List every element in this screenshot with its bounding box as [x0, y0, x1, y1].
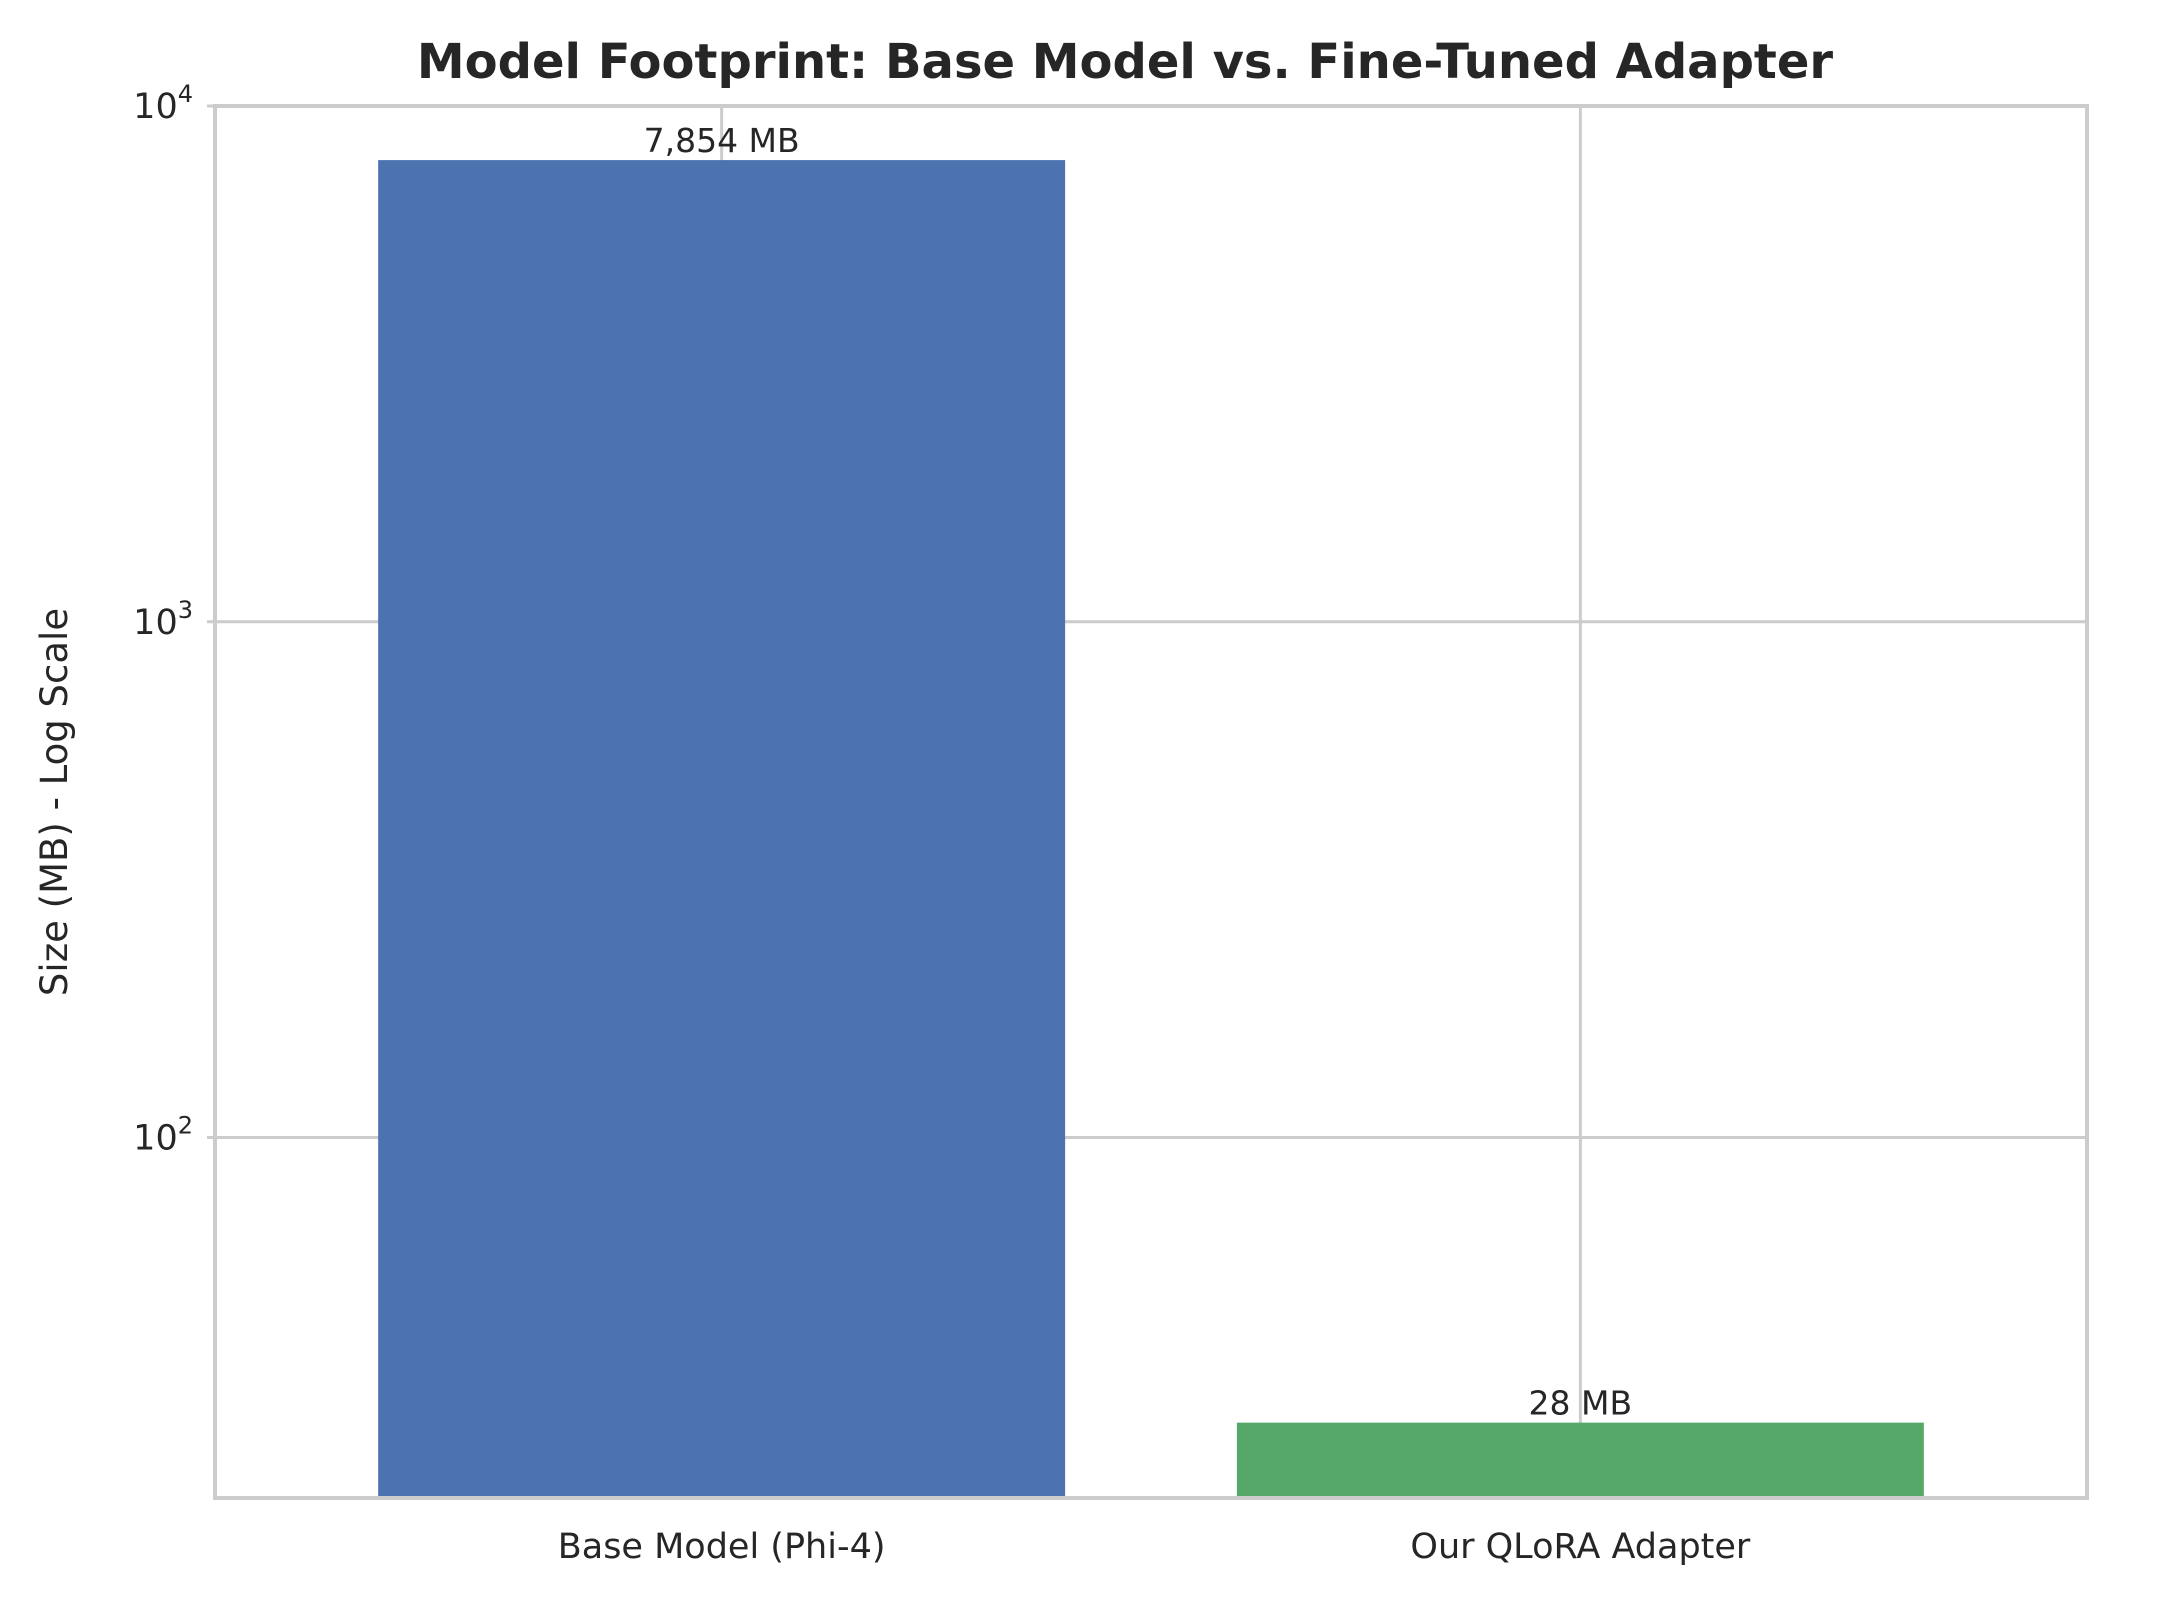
plot-area: 7,854 MB 28 MB 102 103 104 Base Model (Phi-… [133, 80, 2089, 1567]
x-tick-label: Our QLoRA Adapter [1410, 1527, 1751, 1567]
data-labels: 7,854 MB 28 MB [644, 121, 1633, 1423]
x-tick-label: Base Model (Phi-4) [558, 1527, 886, 1567]
bar-value-label: 28 MB [1529, 1384, 1633, 1423]
bar-value-label: 7,854 MB [644, 121, 800, 160]
chart-title: Model Footprint: Base Model vs. Fine-Tun… [417, 34, 1834, 90]
y-axis-label: Size (MB) - Log Scale [33, 608, 76, 996]
plot-frame [213, 104, 2089, 1500]
y-tick-label: 103 [133, 596, 193, 643]
bar-qlora-adapter [1236, 1422, 1924, 1498]
y-tick-label: 102 [133, 1112, 193, 1159]
y-tick-label: 104 [133, 80, 193, 127]
bars [378, 160, 1924, 1498]
x-axis-ticks: Base Model (Phi-4) Our QLoRA Adapter [558, 1527, 1751, 1567]
bar-base-model [378, 160, 1066, 1498]
y-axis-ticks: 102 103 104 [133, 80, 215, 1159]
